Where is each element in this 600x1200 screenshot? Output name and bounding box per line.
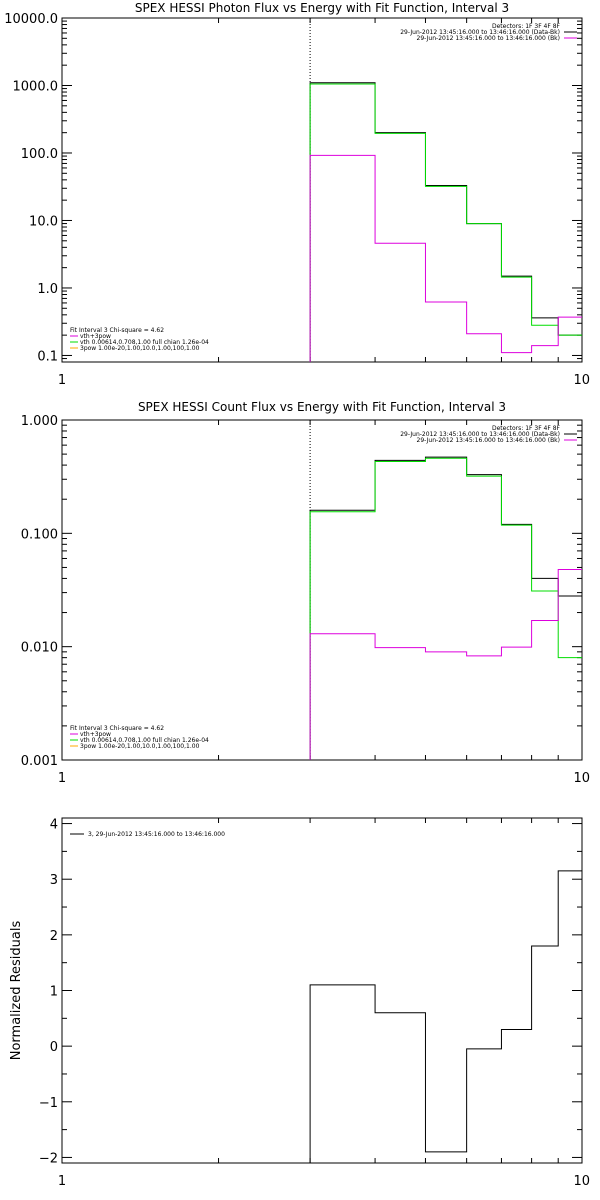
legend-entry: Fit Interval 3 Chi-square = 4.62 [70, 725, 164, 732]
x-tick-label: 10 [573, 1174, 590, 1189]
legend-entry: vth 0.00614,0.708,1.00 full chian 1.26e-… [80, 737, 209, 744]
y-tick-label: 3 [50, 873, 58, 888]
chart-panel-2: SPEX HESSI Count Flux vs Energy with Fit… [21, 400, 590, 786]
y-axis-label: Normalized Residuals [9, 921, 24, 1061]
legend-entry: 29-Jun-2012 13:45:16.000 to 13:46:16.000… [417, 35, 560, 42]
series-line-1 [309, 456, 582, 760]
chart-panel-1: SPEX HESSI Photon Flux vs Energy with Fi… [4, 1, 590, 388]
x-tick-label: 1 [58, 771, 66, 786]
y-tick-label: 4 [50, 818, 58, 833]
y-tick-label: −1 [39, 1096, 58, 1111]
legend-entry: vth 0.00614,0.708,1.00 full chian 1.26e-… [80, 339, 209, 346]
plot-frame [61, 817, 583, 1164]
y-tick-label: 0 [50, 1040, 58, 1055]
y-tick-label: −2 [39, 1151, 58, 1166]
y-tick-label: 1 [50, 985, 58, 1000]
series-line-3 [309, 154, 582, 362]
legend-entry: 29-Jun-2012 13:45:16.000 to 13:46:16.000… [417, 437, 560, 444]
legend-entry: vth+3pow [80, 333, 111, 340]
legend-entry: Detectors: 1F 3F 4F 8F [492, 23, 561, 30]
legend-entry: 29-Jun-2012 13:45:16.000 to 13:46:16.000… [400, 29, 560, 36]
y-tick-label: 1.000 [21, 414, 58, 429]
x-tick-label: 10 [573, 373, 590, 388]
y-tick-label: 0.1 [37, 349, 58, 364]
series-line-3 [309, 568, 582, 760]
legend-entry: Fit Interval 3 Chi-square = 4.62 [70, 327, 164, 334]
y-tick-label: 1.0 [37, 282, 58, 297]
x-tick-label: 10 [573, 771, 590, 786]
plot-frame [61, 419, 583, 761]
plot-frame [61, 17, 583, 363]
series-line-1 [309, 82, 582, 362]
legend-entry: vth+3pow [80, 731, 111, 738]
y-tick-label: 0.100 [21, 527, 58, 542]
series-line-1 [309, 870, 582, 1163]
y-tick-label: 2 [50, 929, 58, 944]
y-tick-label: 100.0 [21, 147, 58, 162]
chart-title: SPEX HESSI Count Flux vs Energy with Fit… [138, 400, 506, 414]
y-tick-label: 10.0 [29, 214, 58, 229]
legend-entry: Detectors: 1F 3F 4F 8F [492, 425, 561, 432]
series-line-2 [309, 457, 582, 760]
chart-title: SPEX HESSI Photon Flux vs Energy with Fi… [135, 1, 509, 15]
y-tick-label: 1000.0 [13, 79, 59, 94]
legend-entry: 29-Jun-2012 13:45:16.000 to 13:46:16.000… [400, 431, 560, 438]
legend-entry: 3pow 1.00e-20,1.00,10.0,1.00,100,1.00 [80, 345, 200, 352]
legend-entry: 3, 29-Jun-2012 13:45:16.000 to 13:46:16.… [88, 831, 225, 838]
x-tick-label: 1 [58, 373, 66, 388]
y-tick-label: 0.010 [21, 641, 58, 656]
x-tick-label: 1 [58, 1174, 66, 1189]
series-line-2 [309, 83, 582, 362]
y-tick-label: 10000.0 [4, 12, 58, 27]
legend-entry: 3pow 1.00e-20,1.00,10.0,1.00,100,1.00 [80, 743, 200, 750]
y-tick-label: 0.001 [21, 754, 58, 769]
